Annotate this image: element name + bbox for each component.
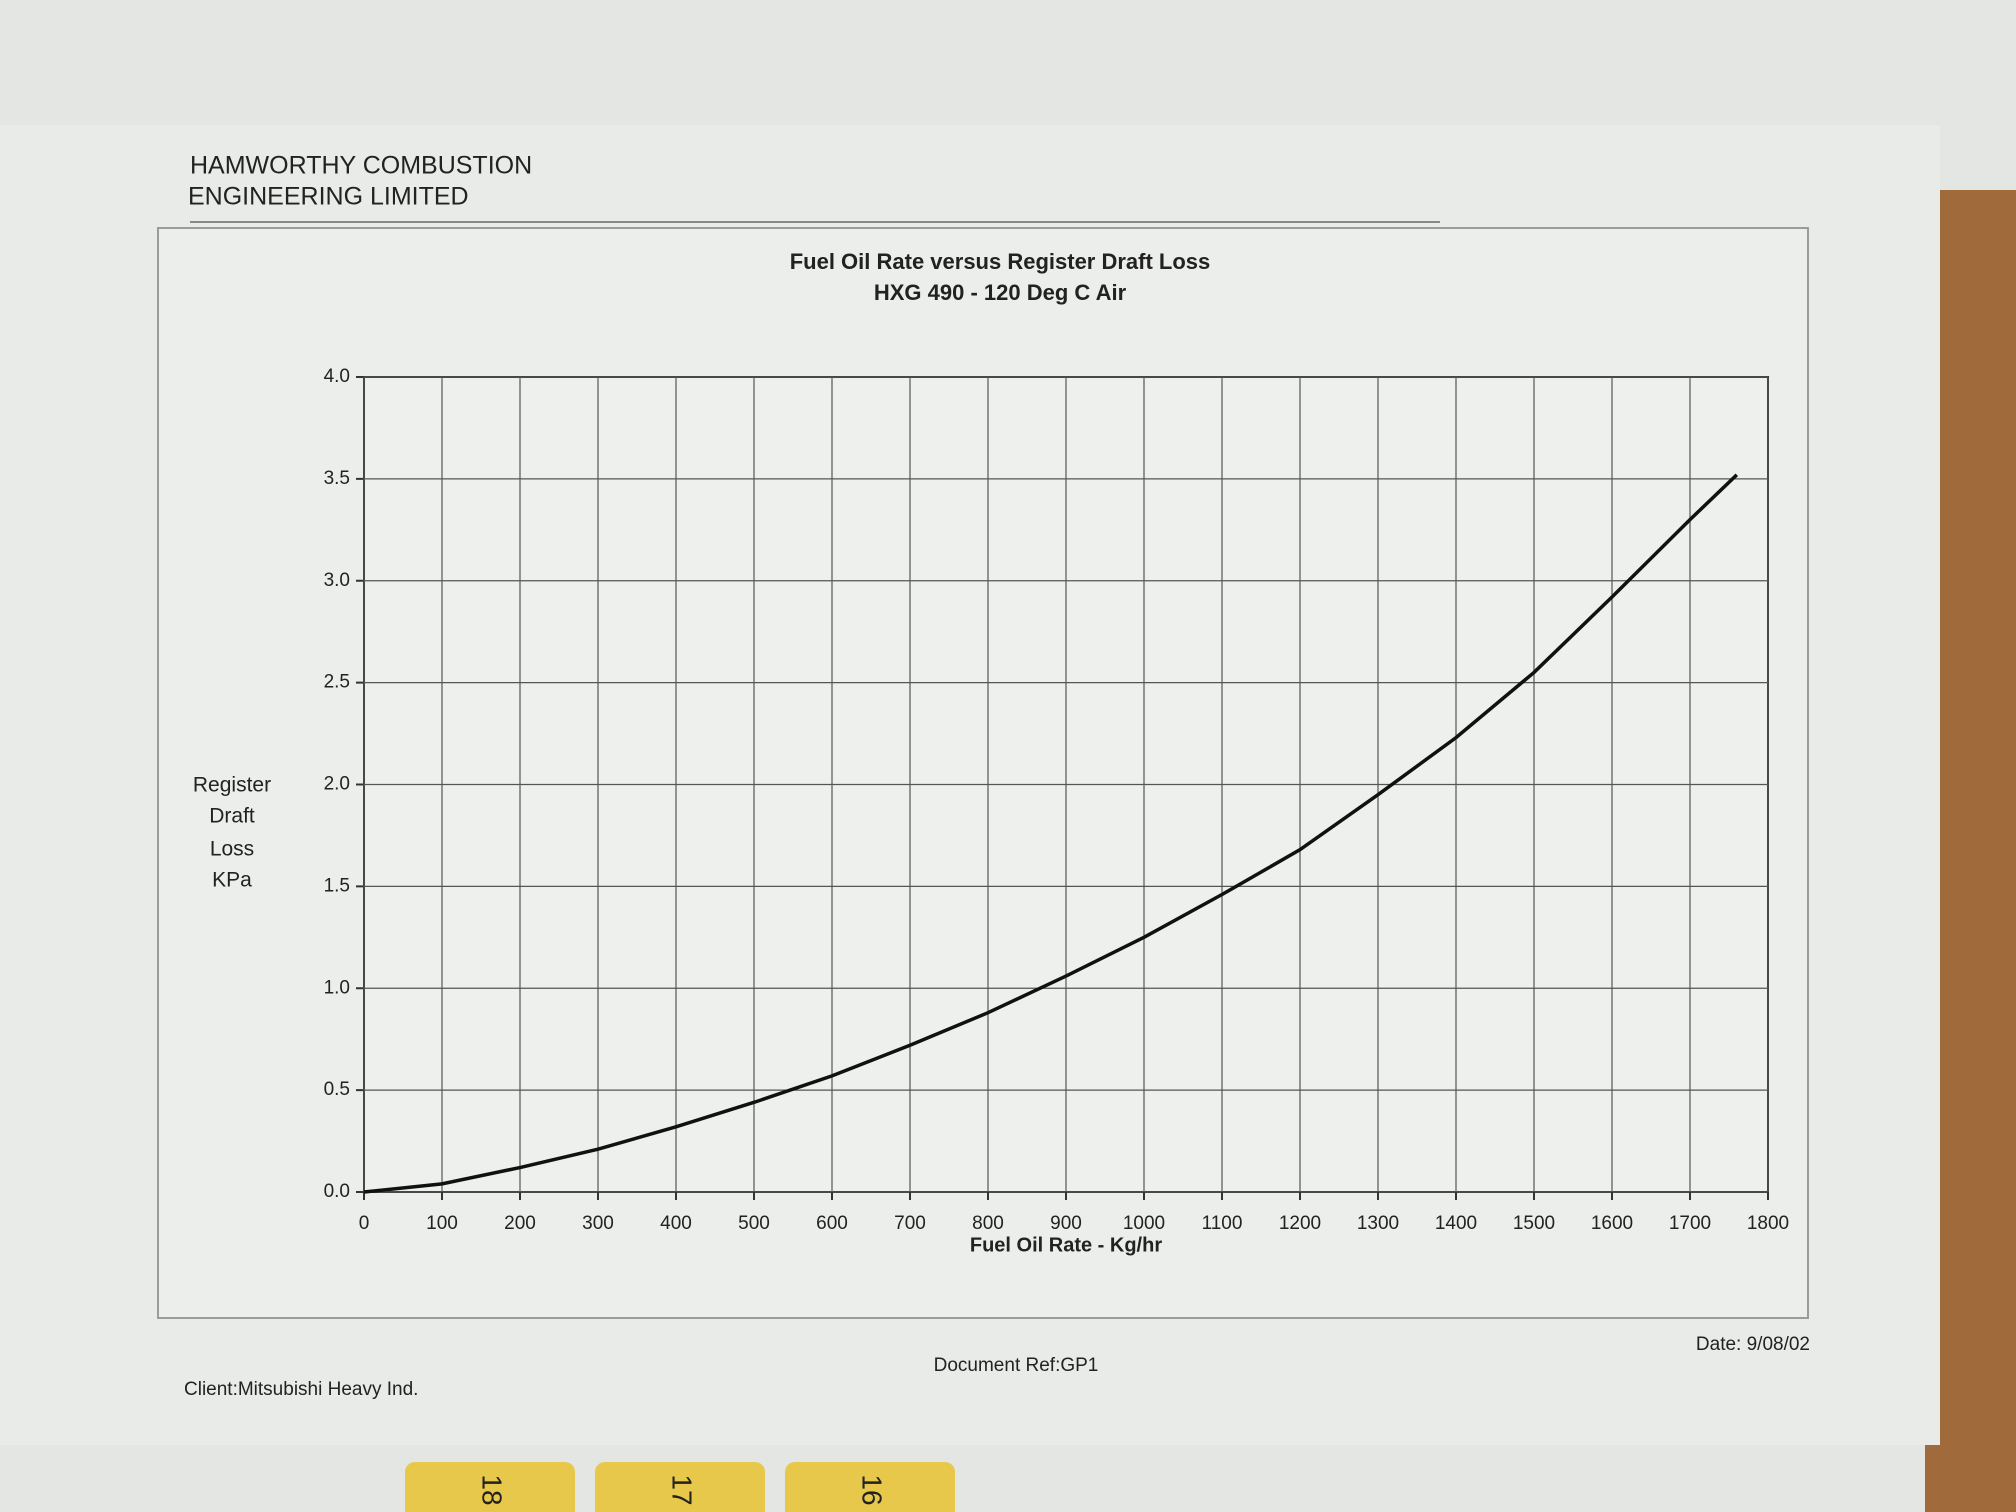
- y-axis-label: Loss: [210, 838, 254, 861]
- x-tick-label: 200: [504, 1213, 536, 1234]
- date: Date: 9/08/02: [1696, 1334, 1810, 1355]
- tab: [785, 1462, 955, 1512]
- x-tick-label: 0: [359, 1213, 370, 1234]
- x-tick-label: 1200: [1279, 1213, 1321, 1234]
- y-tick-label: 0.0: [324, 1181, 350, 1202]
- tab-label: 17: [667, 1474, 698, 1505]
- client: Client:Mitsubishi Heavy Ind.: [184, 1379, 418, 1400]
- x-tick-label: 1000: [1123, 1213, 1165, 1234]
- y-tick-label: 3.0: [324, 570, 350, 591]
- x-tick-label: 500: [738, 1213, 770, 1234]
- tab: [595, 1462, 765, 1512]
- x-tick-label: 1800: [1747, 1213, 1789, 1234]
- y-tick-label: 2.0: [324, 774, 350, 795]
- y-tick-label: 4.0: [324, 366, 350, 387]
- y-axis-label: Draft: [209, 805, 255, 828]
- tab-label: 16: [857, 1474, 888, 1505]
- x-tick-label: 1700: [1669, 1213, 1711, 1234]
- x-tick-label: 1100: [1202, 1213, 1243, 1234]
- x-tick-label: 700: [894, 1213, 926, 1234]
- company-name: ENGINEERING LIMITED: [188, 183, 469, 211]
- data-line: [363, 473, 1739, 1194]
- x-axis-label: Fuel Oil Rate - Kg/hr: [970, 1234, 1162, 1256]
- x-tick-label: 1400: [1435, 1213, 1477, 1234]
- x-tick-label: 1600: [1591, 1213, 1633, 1234]
- x-tick-label: 400: [660, 1213, 692, 1234]
- company-name: HAMWORTHY COMBUSTION: [190, 152, 532, 180]
- tab: [405, 1462, 575, 1512]
- x-tick-label: 600: [816, 1213, 848, 1234]
- x-tick-label: 800: [972, 1213, 1004, 1234]
- x-tick-label: 1500: [1513, 1213, 1555, 1234]
- y-tick-label: 3.5: [324, 468, 350, 489]
- y-tick-label: 1.0: [324, 977, 350, 998]
- chart-subtitle: HXG 490 - 120 Deg C Air: [874, 280, 1127, 305]
- table-edge: [1925, 190, 2016, 1512]
- document-ref: Document Ref:GP1: [934, 1355, 1099, 1376]
- y-tick-label: 2.5: [324, 672, 350, 693]
- x-tick-label: 900: [1050, 1213, 1082, 1234]
- y-tick-label: 0.5: [324, 1079, 350, 1100]
- y-axis-label: Register: [193, 774, 271, 797]
- x-tick-label: 300: [582, 1213, 614, 1234]
- x-tick-label: 1300: [1357, 1213, 1399, 1234]
- x-tick-label: 100: [426, 1213, 458, 1234]
- y-axis-label: KPa: [212, 869, 252, 892]
- tab-label: 18: [477, 1474, 508, 1505]
- chart-title: Fuel Oil Rate versus Register Draft Loss: [790, 249, 1211, 274]
- y-tick-label: 1.5: [324, 875, 350, 896]
